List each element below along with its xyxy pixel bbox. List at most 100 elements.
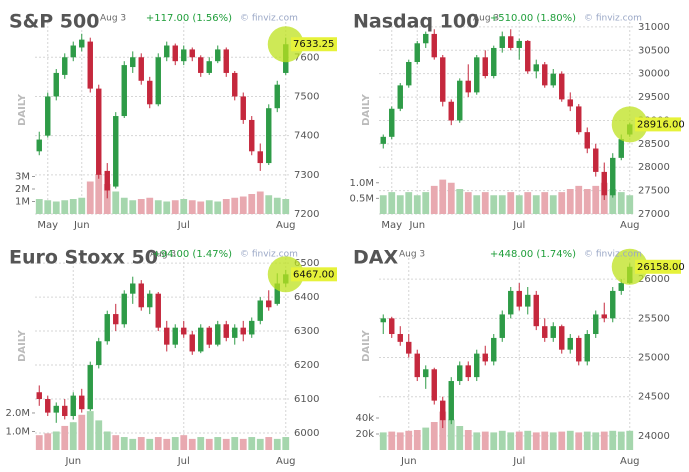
volume-tick-label: 0.5M <box>349 193 374 204</box>
y-tick-label: 29500 <box>638 92 670 103</box>
volume-bar <box>396 195 404 214</box>
volume-bar <box>282 199 290 214</box>
volume-bar <box>447 182 455 214</box>
candle-body <box>482 57 488 77</box>
candle-body <box>610 290 616 319</box>
volume-bar <box>44 200 52 214</box>
volume-tick-label: 20k <box>355 429 374 440</box>
volume-bar <box>379 195 387 214</box>
y-tick-label: 7500 <box>294 91 319 102</box>
volume-bar <box>205 438 213 450</box>
volume-bar <box>95 420 103 450</box>
candle-body <box>96 88 102 175</box>
volume-tick-label: 1.0M <box>349 178 374 189</box>
candle-body <box>181 49 187 62</box>
volume-bar <box>490 195 498 214</box>
candle-body <box>266 300 272 308</box>
candle-body <box>533 64 539 72</box>
candle-body <box>491 337 497 362</box>
volume-bar <box>231 197 239 214</box>
last-highlight <box>267 26 304 63</box>
candle-body <box>406 61 412 86</box>
candle-body <box>482 353 488 362</box>
candle-body <box>542 326 548 338</box>
candle-body <box>164 327 170 345</box>
volume-bar <box>256 438 264 450</box>
candle-body <box>172 327 178 345</box>
last-price-label: 6467.00 <box>293 269 334 280</box>
chart-title: Nasdaq 100 <box>353 11 479 33</box>
volume-bar <box>558 431 566 450</box>
candle-body <box>516 290 522 307</box>
chart-title: DAX <box>353 247 398 269</box>
candle-body <box>491 47 497 77</box>
candle-body <box>79 395 85 410</box>
candle-body <box>130 283 136 294</box>
y-tick-label: 6300 <box>294 326 319 337</box>
candle-body <box>397 85 403 109</box>
volume-bar <box>549 195 557 214</box>
x-tick-label: Jul <box>177 456 190 467</box>
candle-body <box>533 294 539 327</box>
x-tick-label: Jun <box>408 220 425 231</box>
candle-body <box>465 80 471 93</box>
period-label: DAILY <box>361 93 372 126</box>
x-tick-label: Aug <box>276 220 296 231</box>
x-tick-label: Jul <box>177 220 190 231</box>
last-price-box <box>291 37 337 52</box>
volume-bar <box>197 201 205 214</box>
candle-body <box>240 327 246 335</box>
volume-bar <box>583 189 591 214</box>
candle-body <box>36 392 42 400</box>
volume-bar <box>146 197 154 214</box>
volume-tick-label: 1.0M <box>5 426 30 437</box>
volume-bar <box>566 430 574 450</box>
candle-body <box>223 49 229 73</box>
candle-body <box>274 84 280 109</box>
last-highlight <box>611 248 648 285</box>
y-tick-label: 28000 <box>638 162 670 173</box>
candle-body <box>215 49 221 62</box>
volume-bar <box>78 414 86 450</box>
volume-bar <box>61 200 69 214</box>
x-tick-label: Jul <box>512 220 525 231</box>
volume-bar <box>388 431 396 450</box>
volume-bar <box>197 437 205 450</box>
volume-bar <box>129 438 137 450</box>
volume-bar <box>231 437 239 450</box>
volume-bar <box>205 200 213 214</box>
candle-body <box>610 157 616 196</box>
date-label: Aug 3 <box>150 250 176 260</box>
y-tick-label: 27000 <box>638 209 670 220</box>
y-tick-label: 26000 <box>638 274 670 285</box>
candle-body <box>70 395 76 417</box>
volume-bar <box>214 201 222 214</box>
volume-bar <box>456 426 464 450</box>
volume-bar <box>430 185 438 214</box>
candle-body <box>576 106 582 133</box>
volume-bar <box>248 194 256 214</box>
candle-body <box>232 327 238 338</box>
volume-bar <box>188 438 196 450</box>
volume-bar <box>413 430 421 450</box>
volume-bar <box>388 192 396 214</box>
volume-bar <box>507 432 515 450</box>
volume-bar <box>430 422 438 450</box>
candle-body <box>53 405 59 413</box>
volume-bar <box>490 432 498 450</box>
chart-title: S&P 500 <box>9 11 99 33</box>
candle-body <box>423 369 429 378</box>
candle-body <box>36 139 42 152</box>
chart-panel: 2700027500280002850029000295003000030500… <box>349 11 684 232</box>
candle-body <box>223 324 229 338</box>
volume-bar <box>464 192 472 214</box>
volume-tick-label: 2M <box>15 184 30 195</box>
candle-body <box>380 318 386 323</box>
candle-body <box>559 73 565 100</box>
candle-body <box>457 80 463 121</box>
period-label: DAILY <box>17 93 28 126</box>
watermark: © finviz.com <box>240 14 298 24</box>
volume-bar <box>515 431 523 450</box>
candle-body <box>232 72 238 97</box>
candle-body <box>172 45 178 62</box>
